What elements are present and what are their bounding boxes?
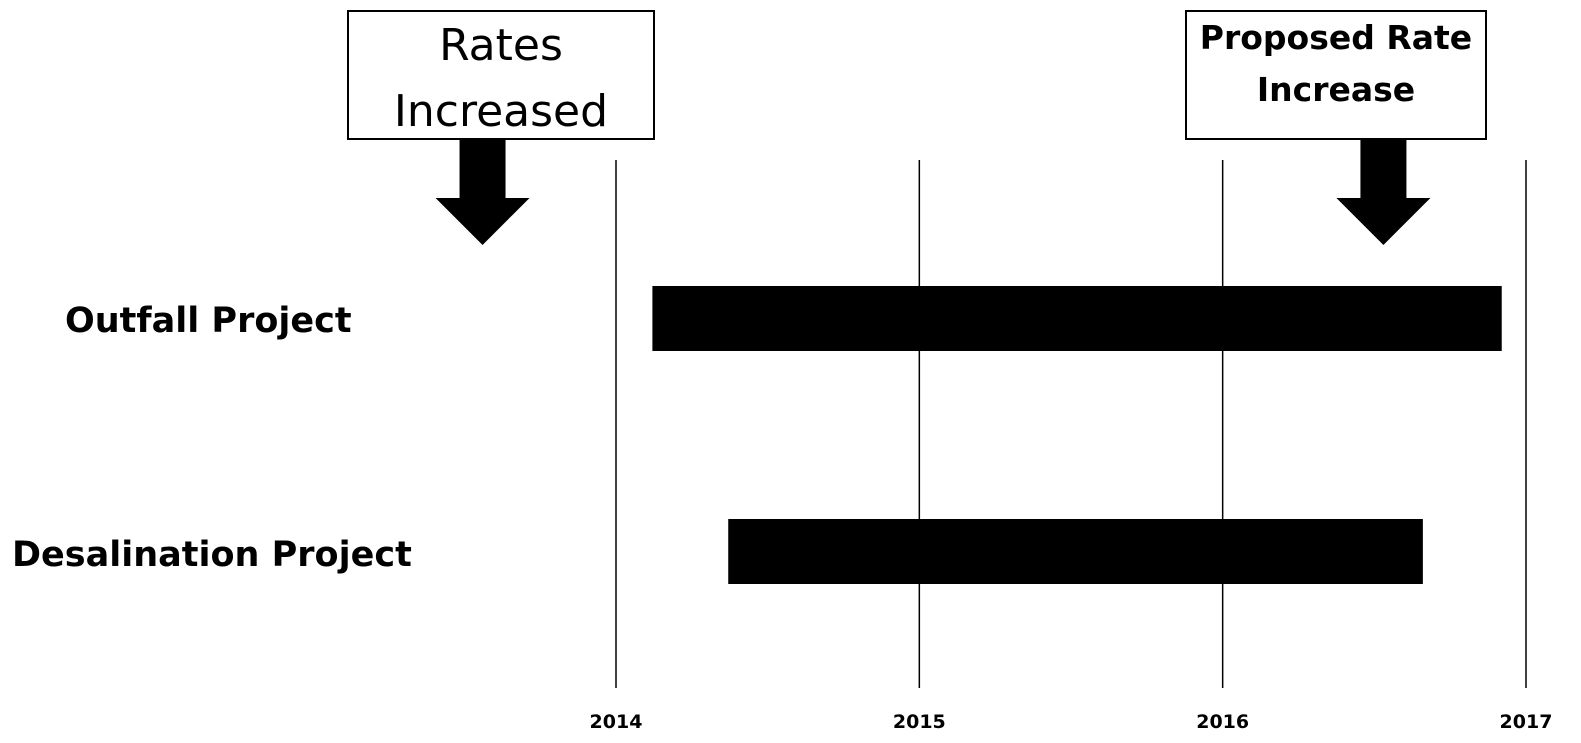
year-gridlines bbox=[615, 160, 1527, 688]
annotation-box bbox=[1185, 10, 1487, 140]
row-label-outfall-project: Outfall Project bbox=[65, 301, 352, 341]
annotation-box bbox=[347, 10, 655, 140]
tick-label-2016: 2016 bbox=[1196, 711, 1249, 733]
annotation-rates-increased: Rates Increased bbox=[347, 10, 655, 245]
annotation-text-line-2: Increased bbox=[394, 86, 608, 137]
tick-label-2017: 2017 bbox=[1500, 711, 1553, 733]
annotation-proposed-rate-increase: Proposed Rate Increase bbox=[1185, 10, 1487, 245]
project-labels: Outfall Project Desalination Project bbox=[12, 301, 412, 575]
year-tick-labels: 2014 2015 2016 2017 bbox=[590, 711, 1553, 733]
row-label-desalination-project: Desalination Project bbox=[12, 535, 412, 575]
annotation-text-line-1: Rates bbox=[439, 20, 563, 71]
project-bars bbox=[652, 286, 1502, 584]
annotation-text-line-1: Proposed Rate bbox=[1200, 18, 1472, 57]
bar-desalination-project bbox=[728, 519, 1423, 584]
down-arrow-icon bbox=[1336, 139, 1431, 245]
bar-outfall-project bbox=[652, 286, 1502, 351]
tick-label-2015: 2015 bbox=[893, 711, 946, 733]
down-arrow-icon bbox=[435, 139, 530, 245]
annotation-text-line-2: Increase bbox=[1257, 70, 1415, 109]
tick-label-2014: 2014 bbox=[590, 711, 643, 733]
